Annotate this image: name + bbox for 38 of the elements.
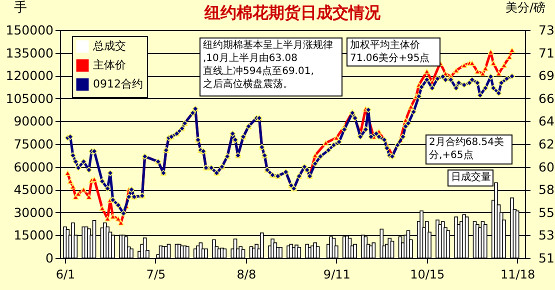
annotation: 日成交量 <box>451 171 491 183</box>
y-tick-label: 120000 <box>6 68 54 84</box>
y-tick-label: 150000 <box>6 22 54 38</box>
y2-tick-label: 60 <box>538 159 554 174</box>
annotation: 纽约期棉基本呈上半月涨规律,10月上半月由63.08直线上冲594点至69.01,之后高位横盘震荡。 <box>203 39 333 90</box>
y2-tick-label: 66 <box>538 90 554 106</box>
y2-tick-label: 55 <box>538 204 554 220</box>
y-tick-label: 60000 <box>14 159 54 174</box>
y-tick-label: 90000 <box>14 114 54 129</box>
y-tick-label: 0 <box>46 250 54 266</box>
x-tick-label: 8/8 <box>236 268 256 282</box>
y2-axis-title: 美分/磅 <box>505 0 546 14</box>
annotation: 2月合约68.54美分,+65点 <box>429 136 504 161</box>
y-tick-label: 105000 <box>6 90 54 106</box>
y-tick-label: 135000 <box>6 45 54 60</box>
legend-label: 总成交 <box>92 40 126 52</box>
y2-tick-label: 62 <box>538 136 554 152</box>
x-tick-label: 9/11 <box>323 268 350 282</box>
y-tick-label: 15000 <box>14 228 54 243</box>
chart-title: 纽约棉花期货日成交情况 <box>204 3 382 22</box>
y2-tick-label: 58 <box>538 182 554 198</box>
x-tick-label: 7/5 <box>146 268 166 282</box>
legend-label: 0912合约 <box>93 78 143 90</box>
y2-tick-label: 69 <box>538 68 554 84</box>
y-axis-title: 手 <box>14 0 27 16</box>
y-tick-label: 75000 <box>14 136 54 152</box>
x-tick-label: 6/1 <box>56 268 76 282</box>
y2-tick-label: 53 <box>538 228 554 243</box>
y2-tick-label: 73 <box>538 22 554 38</box>
y2-tick-label: 64 <box>538 114 554 129</box>
y-tick-label: 30000 <box>14 204 54 220</box>
legend-label: 主体价 <box>93 58 126 72</box>
y2-tick-label: 51 <box>538 250 554 266</box>
annotation: 加权平均主体价71.06美分+95点 <box>350 39 430 64</box>
y-tick-label: 45000 <box>14 182 54 198</box>
x-tick-label: 11/18 <box>500 268 536 282</box>
x-tick-label: 10/15 <box>410 268 445 282</box>
y2-tick-label: 71 <box>538 45 554 60</box>
